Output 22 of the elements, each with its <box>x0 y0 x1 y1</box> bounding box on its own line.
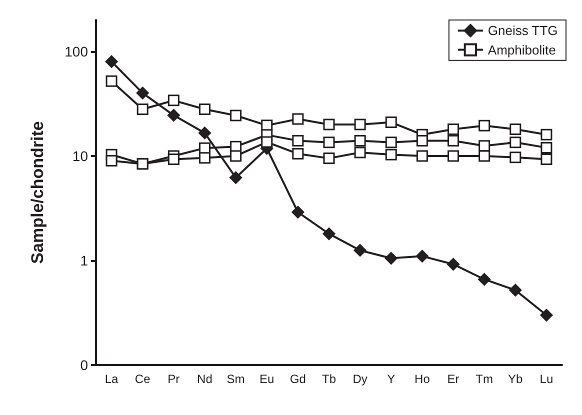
x-tick-label: Gd <box>290 372 306 386</box>
x-tick-label: Y <box>387 372 396 386</box>
x-tick-label: Tb <box>322 372 336 386</box>
x-tick-label: Ce <box>134 372 151 386</box>
x-tick-label: Er <box>447 372 460 386</box>
x-tick-label: Pr <box>168 372 180 386</box>
legend-label: Gneiss TTG <box>488 23 558 38</box>
y-tick-label: 10 <box>72 148 88 164</box>
y-axis-title: Sample/chondrite <box>28 121 47 264</box>
x-tick-label: Dy <box>352 372 368 386</box>
x-tick-label: La <box>104 372 119 386</box>
x-tick-label: Ho <box>414 372 430 386</box>
x-tick-label: Lu <box>540 372 554 386</box>
x-tick-label: Nd <box>197 372 212 386</box>
y-tick-label: 100 <box>64 43 88 60</box>
y-tick-label: 1 <box>80 252 88 268</box>
x-tick-label: Eu <box>260 372 274 386</box>
legend-label: Amphibolite <box>488 42 556 58</box>
y-tick-label: 0 <box>80 357 88 373</box>
x-tick-label: Sm <box>226 372 245 386</box>
x-tick-label: Tm <box>476 372 493 386</box>
x-tick-label: Yb <box>508 372 524 386</box>
